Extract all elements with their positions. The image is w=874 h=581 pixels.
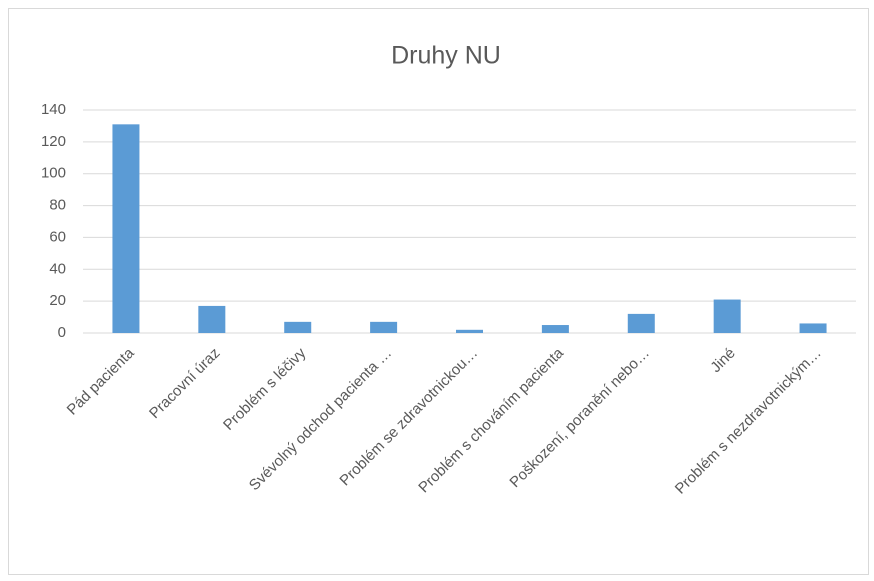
chart-frame (8, 8, 869, 575)
chart-title: Druhy NU (391, 42, 501, 70)
bar (370, 321, 398, 333)
y-tick-label: 20 (49, 292, 66, 309)
bar (456, 329, 483, 333)
y-tick-label: 60 (49, 228, 66, 245)
bar (198, 305, 226, 333)
y-tick-label: 0 (58, 324, 66, 341)
bar (713, 299, 741, 333)
y-tick-label: 120 (41, 133, 66, 150)
y-tick-label: 80 (49, 197, 66, 214)
bar (799, 323, 827, 333)
bar (284, 321, 312, 333)
bar (627, 313, 655, 333)
y-tick-label: 140 (41, 101, 66, 118)
bar (112, 124, 140, 333)
y-tick-label: 40 (49, 260, 66, 277)
bar (541, 325, 569, 333)
y-tick-label: 100 (41, 165, 66, 182)
